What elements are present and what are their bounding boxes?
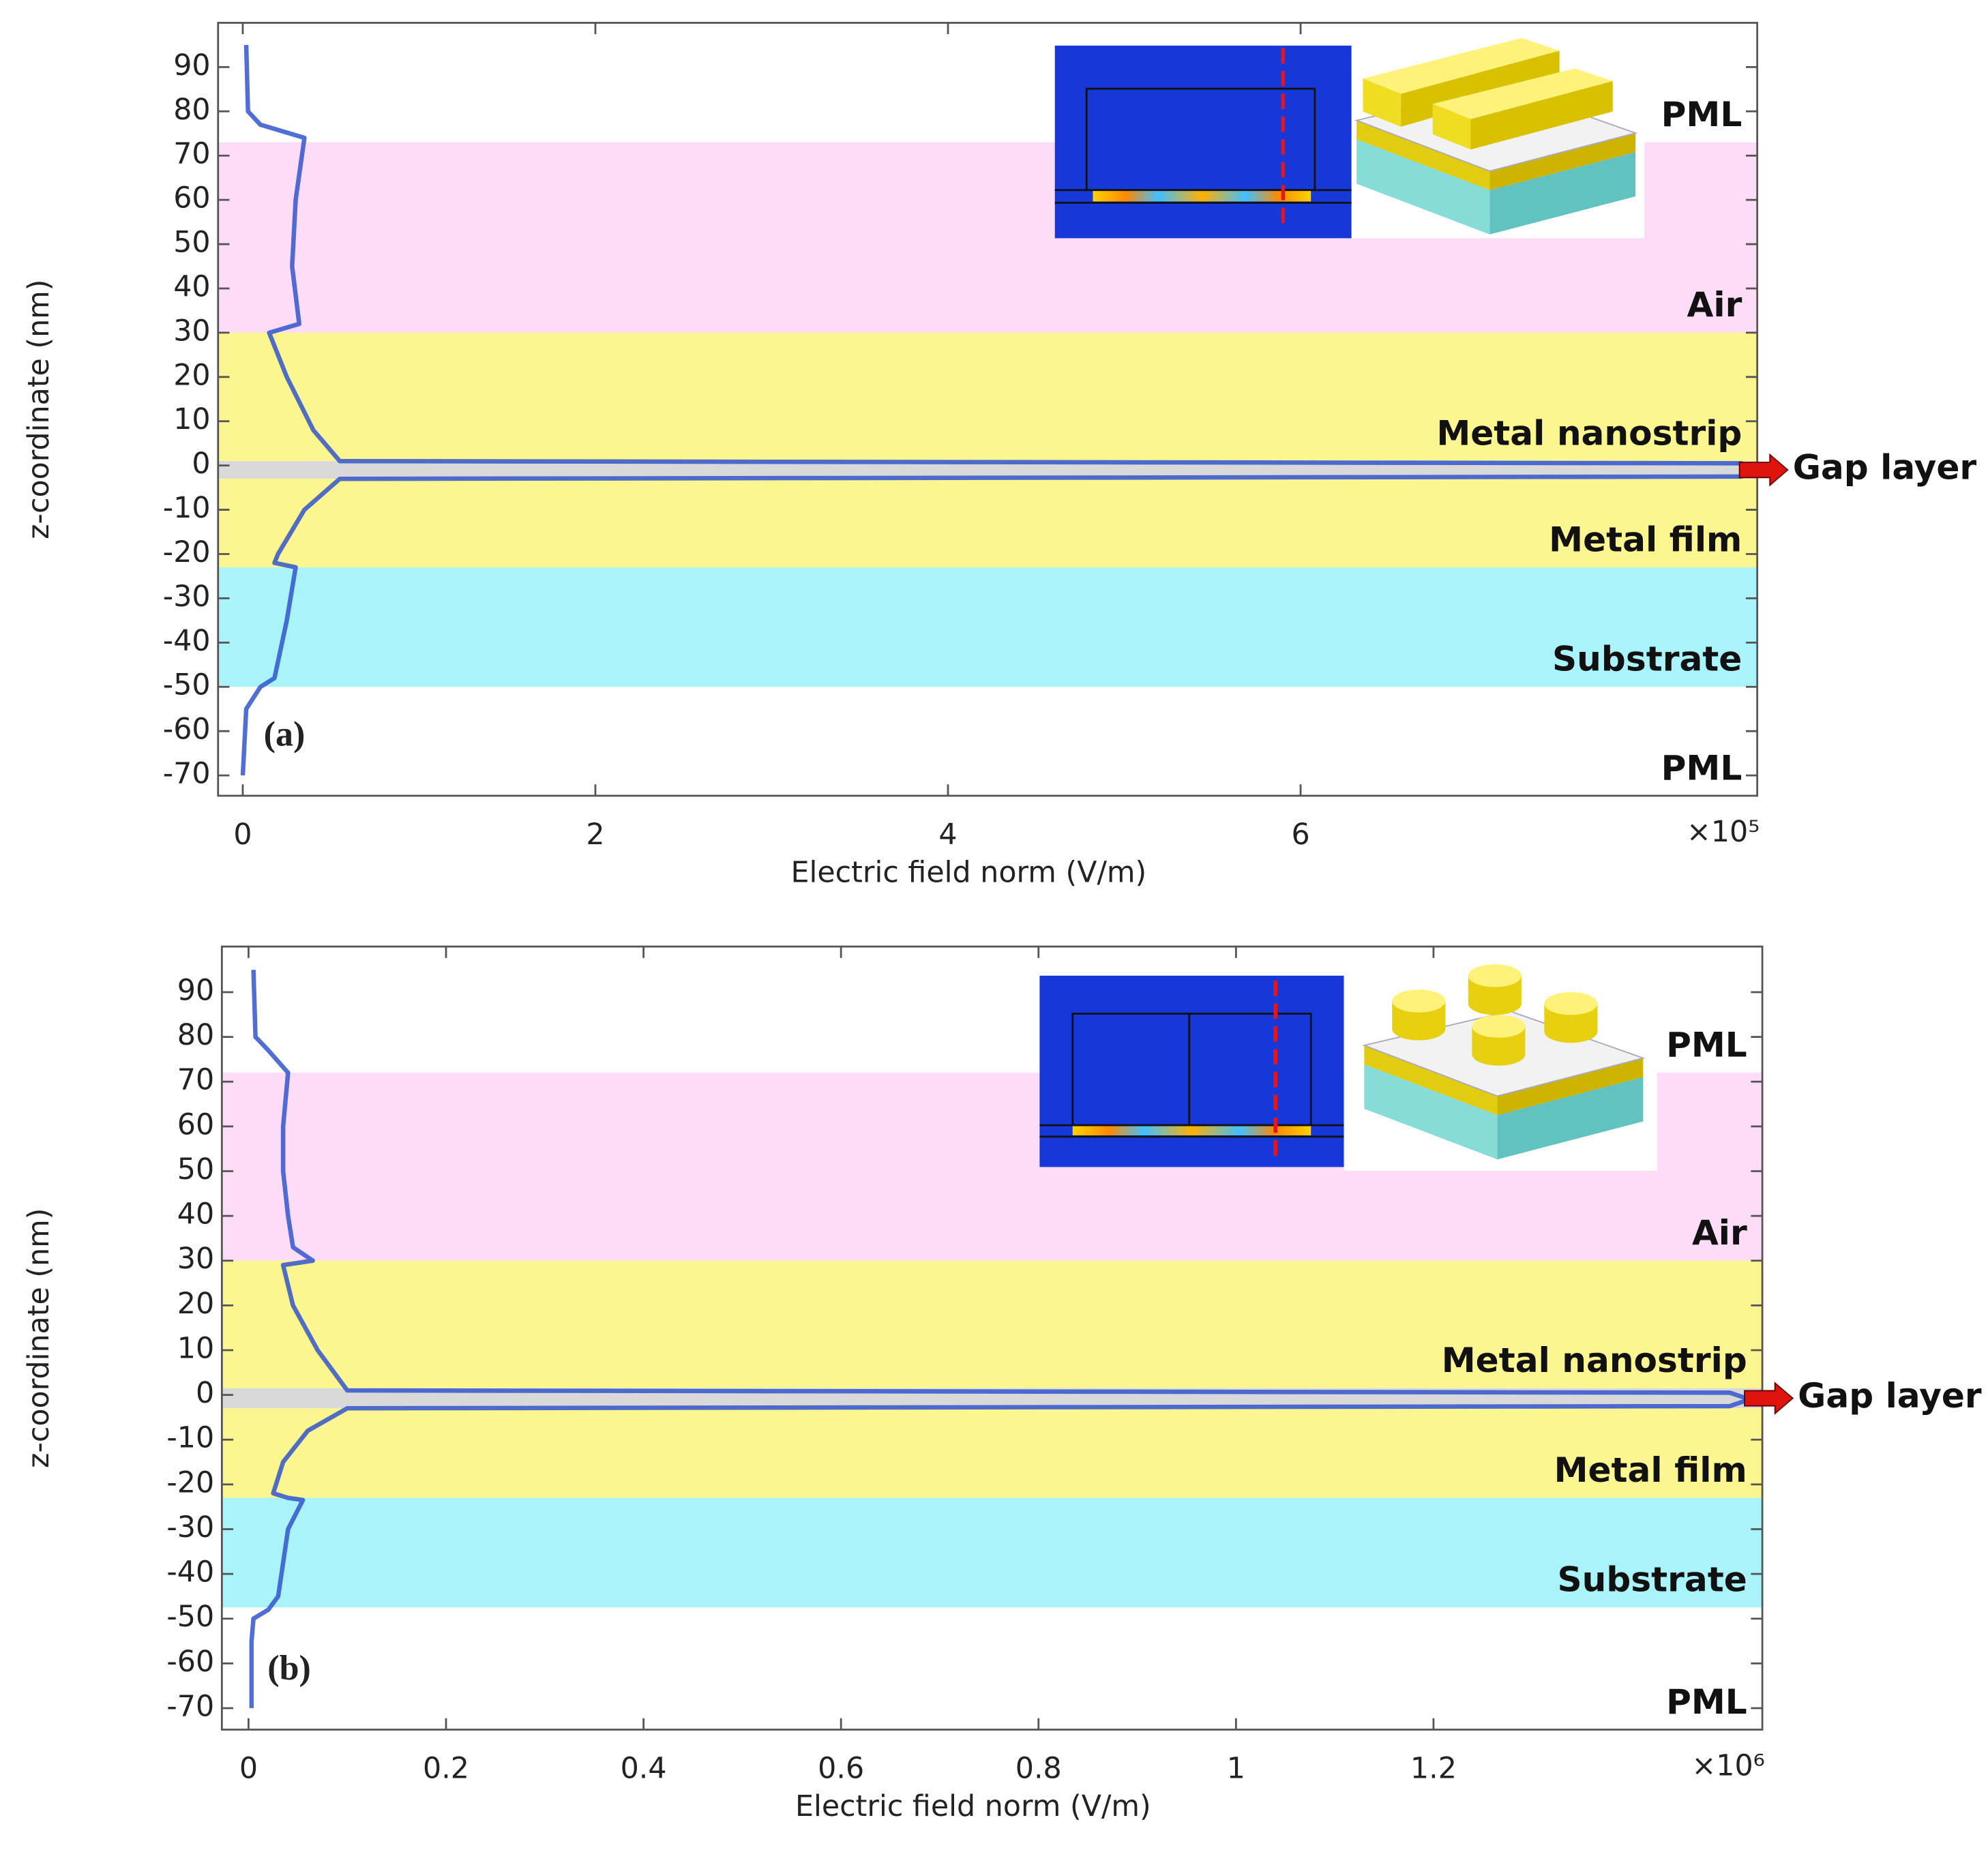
overlay: PML Air Metal nanostrip Gap layer Metal film…: [1436, 94, 1982, 1722]
schematic: [1354, 38, 1638, 235]
y-tick-label: 30: [177, 1242, 214, 1276]
y-tick-label: 60: [173, 181, 210, 215]
layer-label: Gap layer: [1798, 1375, 1982, 1416]
y-axis-label: z-coordinate (nm): [22, 280, 56, 539]
y-tick-label: 0: [196, 1376, 214, 1410]
y-tick-label: 80: [173, 93, 210, 127]
gap-arrow: [1738, 453, 1789, 487]
layer-label: Metal film: [1549, 519, 1742, 559]
y-tick-label: -30: [163, 580, 211, 614]
field-curve: [249, 970, 1752, 1708]
layer-label: PML: [1661, 747, 1742, 788]
layer-label: PML: [1666, 1024, 1747, 1064]
y-tick-label: 70: [177, 1063, 214, 1097]
y-tick-label: -20: [163, 535, 211, 569]
x-multiplier: ×10⁵: [1687, 815, 1760, 849]
y-tick-label: 60: [177, 1107, 214, 1142]
layer-label: Metal nanostrip: [1442, 1340, 1747, 1380]
inset-b: [1039, 964, 1657, 1171]
y-tick-label: 70: [173, 137, 210, 171]
y-tick-label: -50: [163, 668, 211, 702]
y-tick-label: 30: [173, 314, 210, 348]
x-tick-label: 0: [233, 818, 252, 852]
plot-frame: [220, 945, 1764, 1731]
x-axis-label: Electric field norm (V/m): [795, 1789, 1151, 1823]
layer-label: Metal film: [1554, 1450, 1747, 1490]
y-tick-label: -40: [166, 1555, 214, 1590]
y-tick-label: -10: [163, 491, 211, 525]
y-tick-label: 10: [177, 1332, 214, 1366]
x-multiplier: ×10⁶: [1691, 1749, 1764, 1783]
y-tick-label: 90: [177, 974, 214, 1008]
y-tick-label: 0: [192, 447, 210, 481]
panel-label: (a): [264, 715, 306, 754]
panels: 9080706050403020100-10-20-30-40-50-60-70…: [22, 22, 1765, 1823]
layer-band: [222, 1260, 1763, 1388]
y-tick-label: -70: [166, 1689, 214, 1723]
y-tick-label: -60: [166, 1645, 214, 1679]
field-map: [1039, 975, 1344, 1167]
x-tick-label: 0: [239, 1751, 258, 1785]
x-tick-label: 4: [938, 818, 957, 852]
gap-arrow: [1744, 1382, 1794, 1415]
field-map: [1054, 45, 1352, 239]
y-tick-label: 10: [173, 402, 210, 436]
x-tick-label: 6: [1291, 818, 1309, 852]
layer-label: Gap layer: [1793, 447, 1977, 488]
layer-label: Substrate: [1552, 639, 1742, 679]
inset-a: [1054, 38, 1645, 239]
layer-band: [218, 687, 1757, 796]
y-tick-label: -10: [166, 1421, 214, 1455]
y-tick-label: 40: [177, 1197, 214, 1232]
layer-band: [218, 567, 1757, 687]
y-tick-label: 50: [173, 226, 210, 260]
field-hotspot: [1072, 1125, 1311, 1135]
y-tick-label: -70: [163, 757, 211, 791]
y-axis-label: z-coordinate (nm): [22, 1208, 56, 1468]
y-tick-label: -40: [163, 624, 211, 658]
y-tick-label: 40: [173, 269, 210, 303]
x-axis-label: Electric field norm (V/m): [790, 856, 1146, 890]
x-tick-label: 2: [586, 818, 604, 852]
y-tick-label: 50: [177, 1152, 214, 1187]
layer-band: [222, 1607, 1763, 1730]
layer-band: [222, 1408, 1763, 1498]
y-tick-label: 20: [177, 1287, 214, 1321]
layer-label: Substrate: [1557, 1560, 1747, 1600]
y-tick-label: 20: [173, 358, 210, 392]
y-tick-label: -30: [166, 1510, 214, 1545]
y-tick-label: 80: [177, 1018, 214, 1052]
x-tick-label: 0.2: [423, 1751, 469, 1785]
x-tick-label: 1: [1227, 1751, 1245, 1785]
x-tick-label: 0.4: [621, 1751, 667, 1785]
x-tick-label: 0.8: [1015, 1751, 1062, 1785]
x-tick-label: 0.6: [818, 1751, 864, 1785]
panel-label: (b): [267, 1649, 311, 1688]
layer-label: Air: [1687, 284, 1742, 325]
x-tick-label: 1.2: [1410, 1751, 1457, 1785]
y-tick-label: -20: [166, 1465, 214, 1500]
layer-band: [218, 332, 1757, 462]
layer-label: Air: [1692, 1212, 1747, 1253]
layer-label: Metal nanostrip: [1436, 413, 1742, 453]
layer-label: PML: [1666, 1682, 1747, 1722]
layer-band: [218, 479, 1757, 567]
schematic: [1362, 964, 1646, 1160]
y-tick-label: -50: [166, 1600, 214, 1634]
layer-band: [222, 1497, 1763, 1608]
layer-label: PML: [1661, 94, 1742, 134]
field-hotspot: [1093, 190, 1311, 202]
y-tick-label: -60: [163, 713, 211, 747]
y-tick-label: 90: [173, 48, 210, 83]
plot-frame: [217, 22, 1759, 797]
